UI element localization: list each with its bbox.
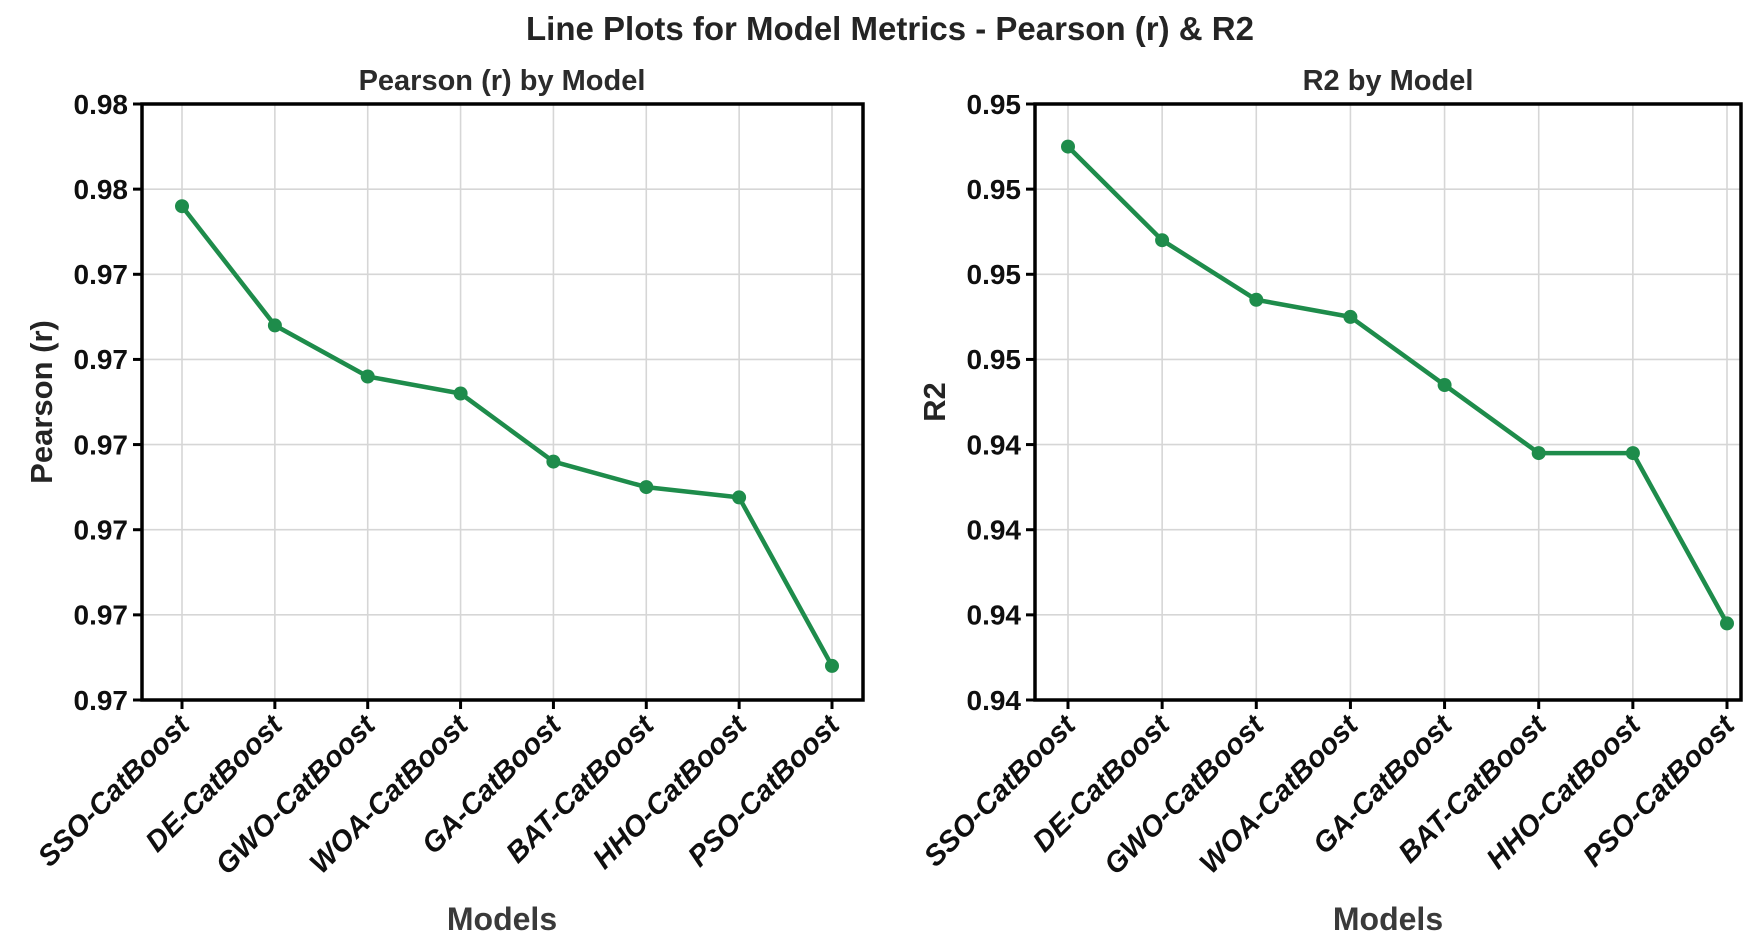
subplot-pearson: 0.980.980.970.970.970.970.970.97SSO-CatB… (24, 65, 865, 937)
pearson-subplot-title: Pearson (r) by Model (359, 65, 646, 97)
r2-plot-area: 0.950.950.950.950.940.940.940.94SSO-CatB… (918, 89, 1743, 881)
y-tick-label: 0.98 (74, 174, 129, 205)
y-tick-label: 0.97 (74, 515, 129, 546)
data-point (1249, 292, 1264, 307)
data-point (453, 386, 468, 401)
data-point (1720, 616, 1734, 631)
y-tick-label: 0.97 (74, 344, 129, 375)
data-point (1061, 139, 1075, 154)
data-point (1625, 446, 1640, 461)
y-tick-label: 0.95 (967, 344, 1022, 375)
series-line (179, 203, 835, 669)
axes-frame (1033, 102, 1743, 702)
y-tick-label: 0.98 (74, 89, 129, 120)
y-tick-label: 0.94 (967, 685, 1022, 716)
series-line (1065, 144, 1730, 626)
x-tick-label: GWO-CatBoost (1098, 708, 1271, 881)
figure-title: Line Plots for Model Metrics - Pearson (… (526, 10, 1254, 47)
subplot-r2: 0.950.950.950.950.940.940.940.94SSO-CatB… (917, 65, 1743, 937)
data-point (1155, 233, 1170, 248)
y-tick-label: 0.94 (967, 600, 1022, 631)
y-tick-label: 0.95 (967, 89, 1022, 120)
data-point (267, 318, 282, 333)
r2-subplot-title: R2 by Model (1303, 65, 1474, 97)
y-tick-label: 0.94 (967, 515, 1022, 546)
x-tick-label: GWO-CatBoost (210, 708, 383, 881)
data-point (1531, 446, 1546, 461)
y-tick-label: 0.95 (967, 259, 1022, 290)
data-point (1437, 378, 1452, 392)
x-tick-label: WOA-CatBoost (304, 708, 476, 880)
r2-x-axis-label: Models (1333, 901, 1443, 937)
y-tick-label: 0.97 (74, 259, 129, 290)
data-point (732, 490, 747, 505)
r2-y-axis-label: R2 (917, 382, 952, 422)
data-point (360, 369, 375, 384)
y-tick-label: 0.97 (74, 600, 129, 631)
y-tick-label: 0.95 (967, 174, 1022, 205)
data-point (639, 480, 654, 495)
data-point (1343, 309, 1358, 324)
data-point (175, 199, 189, 214)
x-tick-label: WOA-CatBoost (1194, 708, 1366, 880)
axes-frame (140, 102, 865, 702)
pearson-plot-area: 0.980.980.970.970.970.970.970.97SSO-CatB… (32, 89, 865, 881)
x-tick-label: HHO-CatBoost (587, 708, 754, 875)
pearson-x-axis-label: Models (447, 901, 557, 937)
data-point (825, 658, 839, 673)
y-tick-label: 0.97 (74, 429, 129, 460)
y-tick-label: 0.94 (967, 429, 1022, 460)
y-tick-label: 0.97 (74, 685, 129, 716)
data-point (546, 454, 561, 469)
pearson-y-axis-label: Pearson (r) (24, 320, 59, 484)
